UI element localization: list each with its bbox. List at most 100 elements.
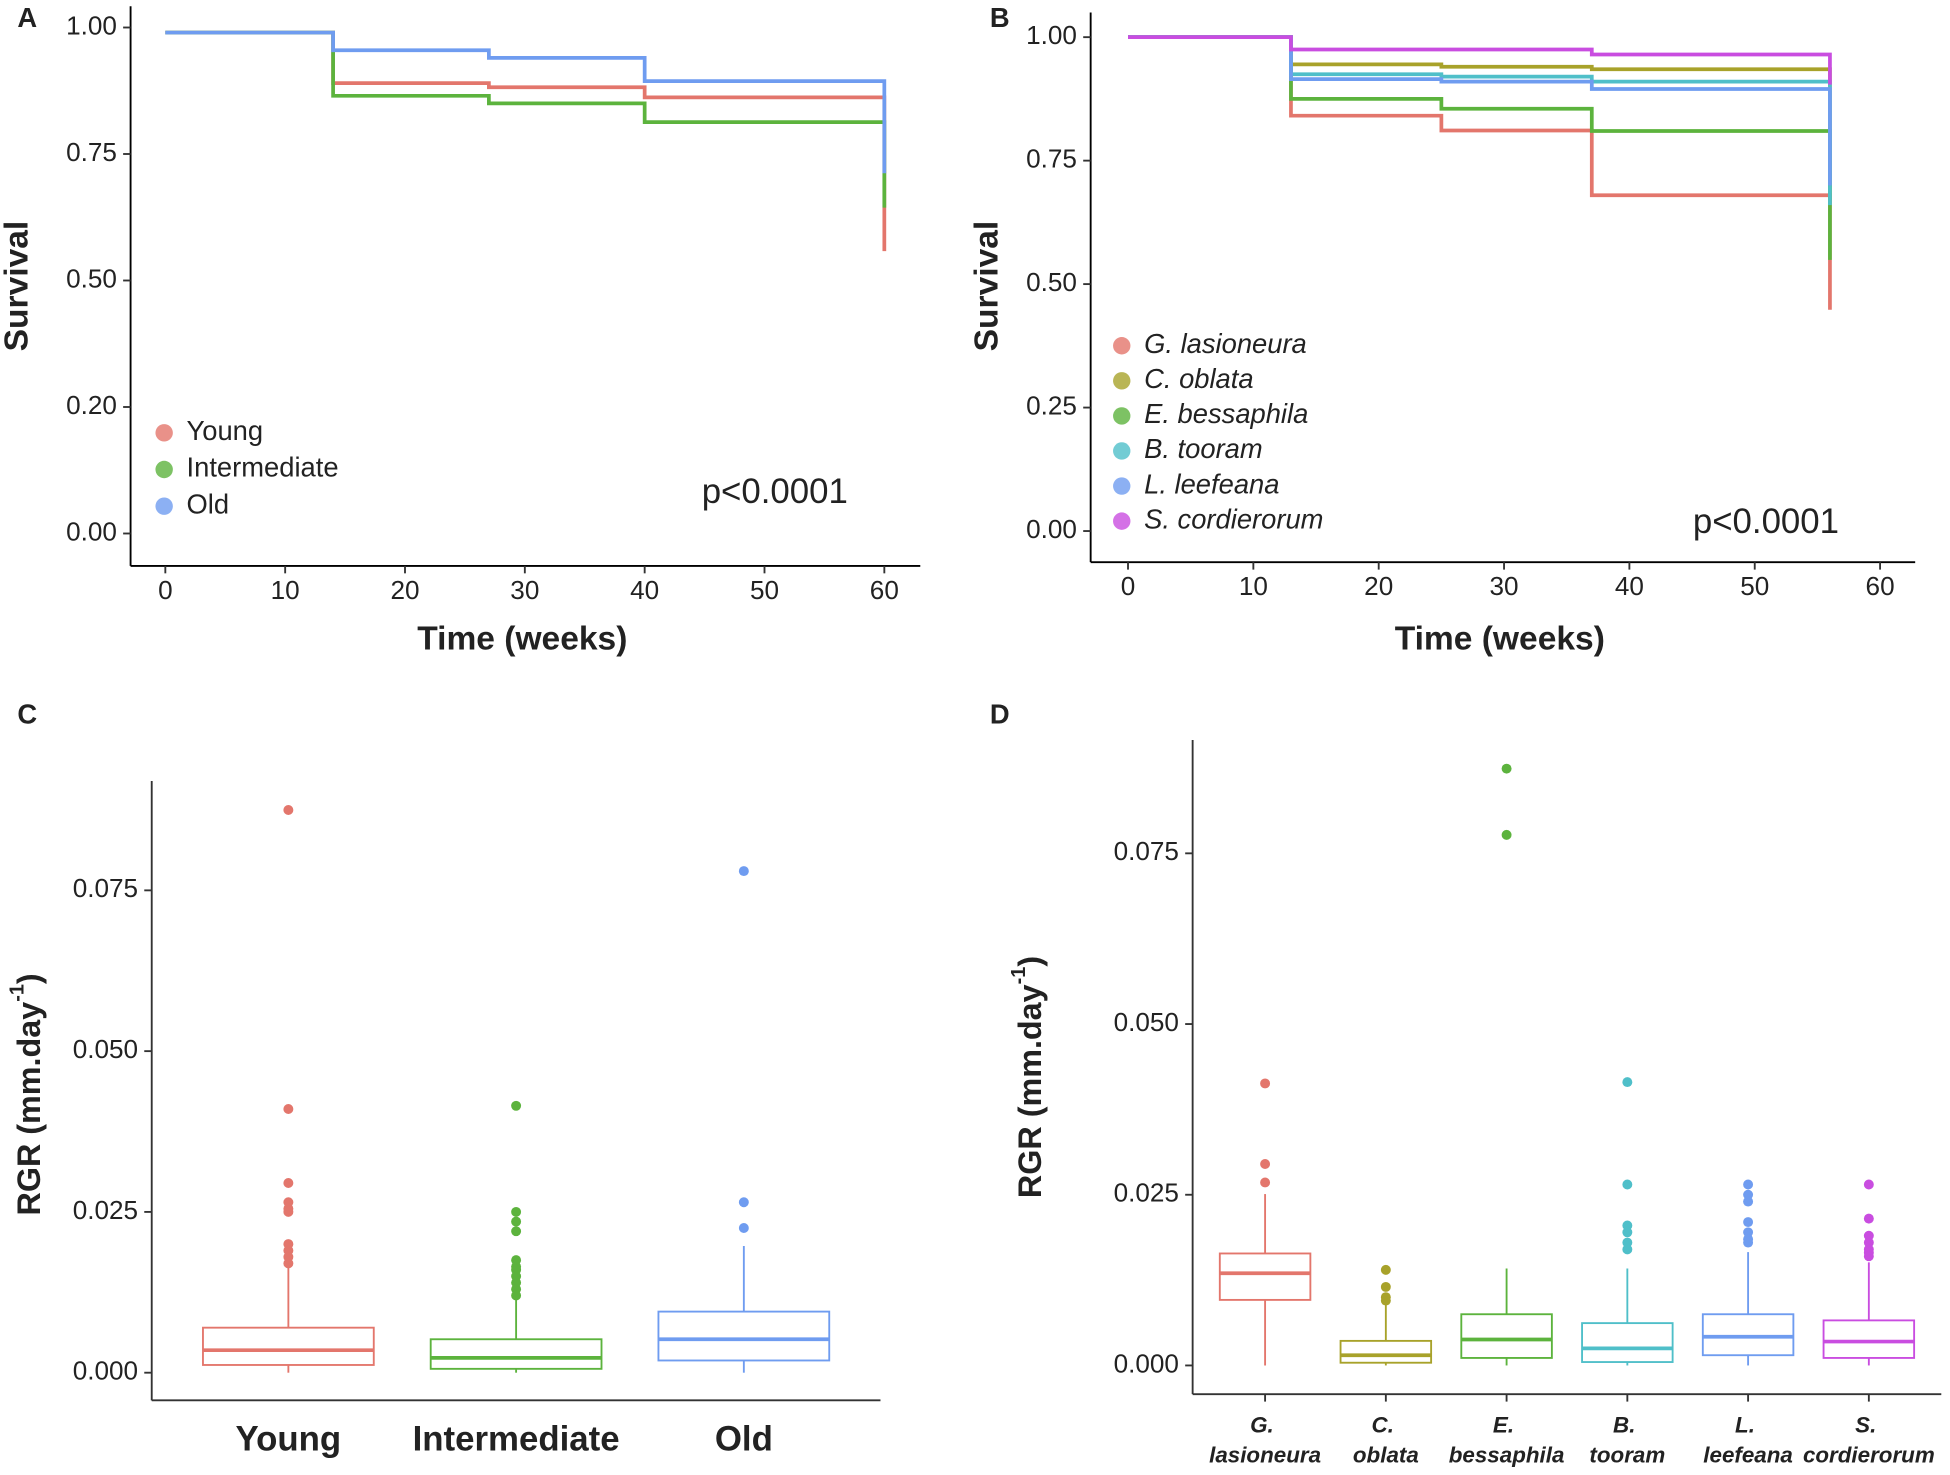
outlier (1622, 1220, 1633, 1231)
legend-marker (1113, 372, 1131, 390)
survival-curve (165, 30, 887, 252)
legend-marker (155, 460, 173, 479)
outlier (511, 1216, 522, 1227)
outlier (1863, 1213, 1874, 1224)
outlier (283, 1104, 294, 1114)
panel-letter: C (17, 699, 37, 730)
outlier (511, 1206, 522, 1217)
y-tick-label: 1.00 (66, 10, 117, 40)
x-tick-label: Old (715, 1420, 773, 1459)
y-tick-label: 0.050 (73, 1034, 138, 1064)
outlier (1380, 1281, 1391, 1292)
box (1460, 1313, 1553, 1359)
legend-label: Young (187, 415, 264, 446)
x-tick-label: 0 (1121, 571, 1136, 601)
outlier (1260, 1177, 1271, 1188)
box (1581, 1322, 1674, 1363)
y-tick-label: 0.50 (1026, 267, 1077, 297)
x-tick-label: C. oblata (1353, 1412, 1419, 1467)
box (1701, 1313, 1795, 1357)
outlier (1743, 1189, 1754, 1200)
x-tick-label: 40 (1615, 571, 1644, 601)
outlier (1863, 1179, 1874, 1190)
outlier (1863, 1237, 1874, 1248)
legend-marker (1113, 337, 1131, 355)
y-tick-label: 0.75 (1026, 144, 1077, 174)
outlier (1743, 1237, 1754, 1248)
x-tick-label: 30 (510, 575, 539, 605)
outlier (1622, 1227, 1633, 1238)
legend-label: C. oblata (1144, 363, 1253, 394)
x-tick-label-line: S. (1855, 1412, 1882, 1437)
panel-letter: B (990, 2, 1010, 33)
x-tick-label: 60 (870, 575, 899, 605)
x-tick-label: 10 (271, 575, 300, 605)
legend-marker (1113, 407, 1131, 425)
x-tick-label: Intermediate (413, 1420, 620, 1459)
legend-marker (155, 424, 173, 442)
outlier (283, 1206, 294, 1217)
y-tick-label: 0.075 (73, 873, 138, 903)
x-tick-label: 10 (1239, 571, 1268, 601)
legend-marker (1113, 442, 1131, 460)
x-tick-label-line: G. (1250, 1412, 1280, 1437)
y-axis-title-part: -1 (7, 984, 29, 1002)
legend-label: Old (187, 488, 230, 519)
outlier (511, 1226, 522, 1237)
x-tick-label-line: lasioneura (1209, 1442, 1321, 1467)
x-tick-label-line: B. (1613, 1412, 1642, 1437)
y-axis-title-part: ) (11, 973, 47, 984)
x-tick-label-line: leefeana (1703, 1442, 1793, 1467)
outlier (1743, 1179, 1754, 1190)
y-axis-title: Survival (969, 221, 1006, 352)
x-tick-label-line: E. (1493, 1412, 1520, 1437)
legend-label: S. cordierorum (1144, 503, 1323, 534)
x-tick-label: L. leefeana (1703, 1412, 1793, 1467)
x-axis-title: Time (weeks) (417, 620, 627, 657)
x-tick-label: E. bessaphila (1449, 1412, 1565, 1467)
x-tick-label: Young (236, 1420, 342, 1459)
y-axis-title: Survival (0, 221, 36, 352)
outlier (1260, 1159, 1271, 1169)
y-tick-label: 0.50 (66, 263, 117, 293)
y-axis-title-part: -1 (1008, 967, 1030, 985)
y-tick-label: 0.75 (66, 137, 117, 167)
box (202, 1326, 375, 1366)
legend-label: Intermediate (187, 452, 339, 483)
box (1822, 1319, 1916, 1359)
x-tick-label: 60 (1866, 571, 1895, 601)
outlier (1622, 1244, 1633, 1255)
outlier (511, 1290, 522, 1301)
y-tick-label: 0.075 (1114, 836, 1179, 866)
outlier (1380, 1264, 1391, 1275)
y-tick-label: 0.20 (66, 390, 117, 420)
survival-curve (165, 30, 887, 174)
y-tick-label: 0.00 (1026, 514, 1077, 544)
y-tick-label: 0.00 (66, 516, 117, 546)
outlier (283, 804, 294, 815)
x-tick-label-line: bessaphila (1449, 1442, 1565, 1467)
y-tick-label: 0.025 (1114, 1178, 1179, 1208)
x-tick-label-line: C. (1372, 1412, 1401, 1437)
box (1339, 1339, 1433, 1364)
outlier (1743, 1196, 1754, 1207)
outlier (1622, 1179, 1633, 1190)
x-tick-label: B. tooram (1589, 1412, 1665, 1467)
x-tick-label-line: cordierorum (1803, 1442, 1935, 1467)
y-tick-label: 0.000 (73, 1356, 138, 1386)
x-tick-label: 40 (630, 575, 659, 605)
legend-marker (155, 497, 173, 515)
x-tick-label-line: L. (1735, 1412, 1761, 1437)
legend-label: E. bessaphila (1144, 398, 1308, 429)
y-tick-label: 0.000 (1114, 1348, 1179, 1378)
outlier (738, 1223, 749, 1233)
y-axis-title-part: ) (1012, 956, 1048, 967)
survival-curve (1128, 35, 1832, 85)
outlier (1743, 1217, 1754, 1228)
legend-marker (1113, 477, 1131, 495)
y-tick-label: 0.050 (1114, 1007, 1179, 1037)
outlier (1622, 1077, 1633, 1088)
y-axis-title: RGR (mm.day-1) (7, 973, 47, 1215)
p-value: p<0.0001 (702, 472, 848, 511)
box (429, 1338, 603, 1370)
